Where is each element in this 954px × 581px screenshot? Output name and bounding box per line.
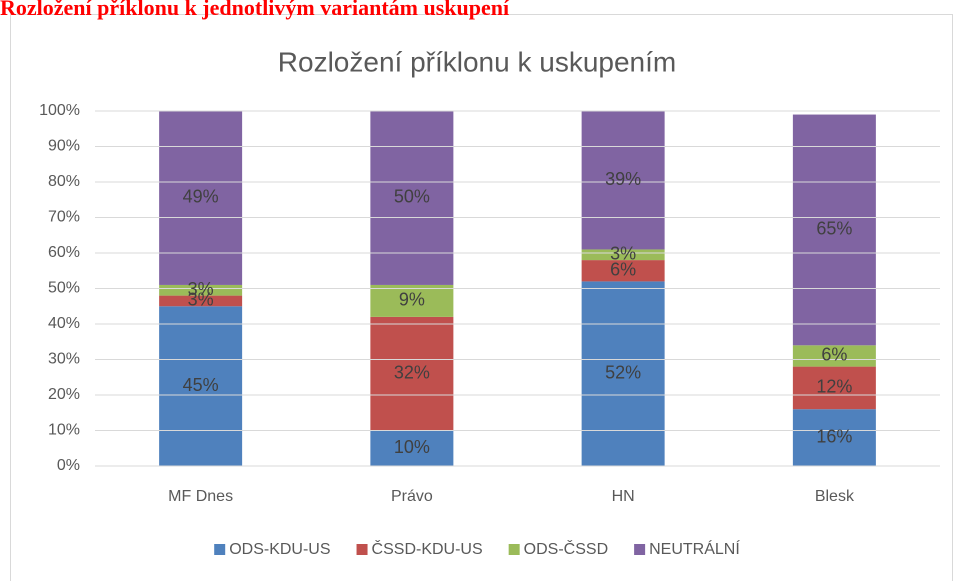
bar-segment (792, 366, 876, 410)
bar-segment (370, 284, 454, 317)
chart-title: Rozložení příklonu k uskupením (278, 46, 676, 77)
data-label: 52% (605, 362, 641, 382)
y-tick-label: 50% (48, 280, 80, 297)
legend-item: ČSSD-KDU-US (356, 539, 483, 558)
x-tick-label: MF Dnes (168, 488, 233, 505)
y-tick-label: 90% (48, 138, 80, 155)
page-heading: Rozložení příklonu k jednotlivým variant… (0, 0, 510, 20)
data-label: 6% (821, 345, 847, 365)
data-label: 65% (816, 219, 852, 239)
bar-segment (581, 281, 665, 466)
data-label: 3% (610, 244, 636, 264)
data-label: 12% (816, 377, 852, 397)
plot-area (159, 111, 876, 466)
x-tick-label: HN (612, 488, 635, 505)
bar-segment (159, 284, 243, 296)
legend-label: ODS-KDU-US (229, 541, 330, 558)
data-label: 3% (188, 279, 214, 299)
legend-label: ODS-ČSSD (524, 539, 608, 558)
data-label: 9% (399, 290, 425, 310)
legend-swatch (508, 544, 520, 555)
y-tick-label: 60% (48, 244, 80, 261)
bar-segment (159, 306, 243, 466)
bar-segment (792, 114, 876, 346)
y-tick-label: 100% (39, 102, 80, 119)
legend-label: ČSSD-KDU-US (372, 539, 483, 558)
y-tick-label: 10% (48, 422, 80, 439)
data-label: 45% (183, 375, 219, 395)
legend-item: ODS-ČSSD (508, 539, 608, 558)
legend-swatch (214, 544, 226, 555)
y-tick-label: 30% (48, 351, 80, 368)
legend-item: ODS-KDU-US (214, 541, 331, 558)
bar-segment (370, 111, 454, 285)
bar-segment (581, 249, 665, 261)
y-tick-label: 80% (48, 173, 80, 190)
data-label: 3% (188, 290, 214, 310)
legend-item: NEUTRÁLNÍ (634, 539, 740, 558)
bar-segment (370, 316, 454, 431)
x-tick-label: Právo (391, 488, 433, 505)
y-tick-label: 70% (48, 209, 80, 226)
data-label: 6% (610, 260, 636, 280)
bar-segment (581, 260, 665, 282)
data-label: 16% (816, 426, 852, 446)
bar-segment (159, 111, 243, 285)
bar-segment (792, 409, 876, 466)
y-tick-label: 20% (48, 386, 80, 403)
data-label: 32% (394, 362, 430, 382)
data-label: 10% (394, 437, 430, 457)
bar-segment (370, 430, 454, 466)
data-label: 49% (183, 187, 219, 207)
bar-segment (792, 345, 876, 367)
bar-segment (581, 111, 665, 250)
legend-swatch (634, 544, 646, 555)
y-tick-label: 0% (57, 457, 80, 474)
data-label: 39% (605, 169, 641, 189)
legend-swatch (356, 544, 368, 555)
y-tick-label: 40% (48, 315, 80, 332)
bar-segment (159, 295, 243, 307)
x-tick-label: Blesk (815, 488, 855, 505)
legend-label: NEUTRÁLNÍ (649, 539, 740, 558)
data-label: 50% (394, 187, 430, 207)
